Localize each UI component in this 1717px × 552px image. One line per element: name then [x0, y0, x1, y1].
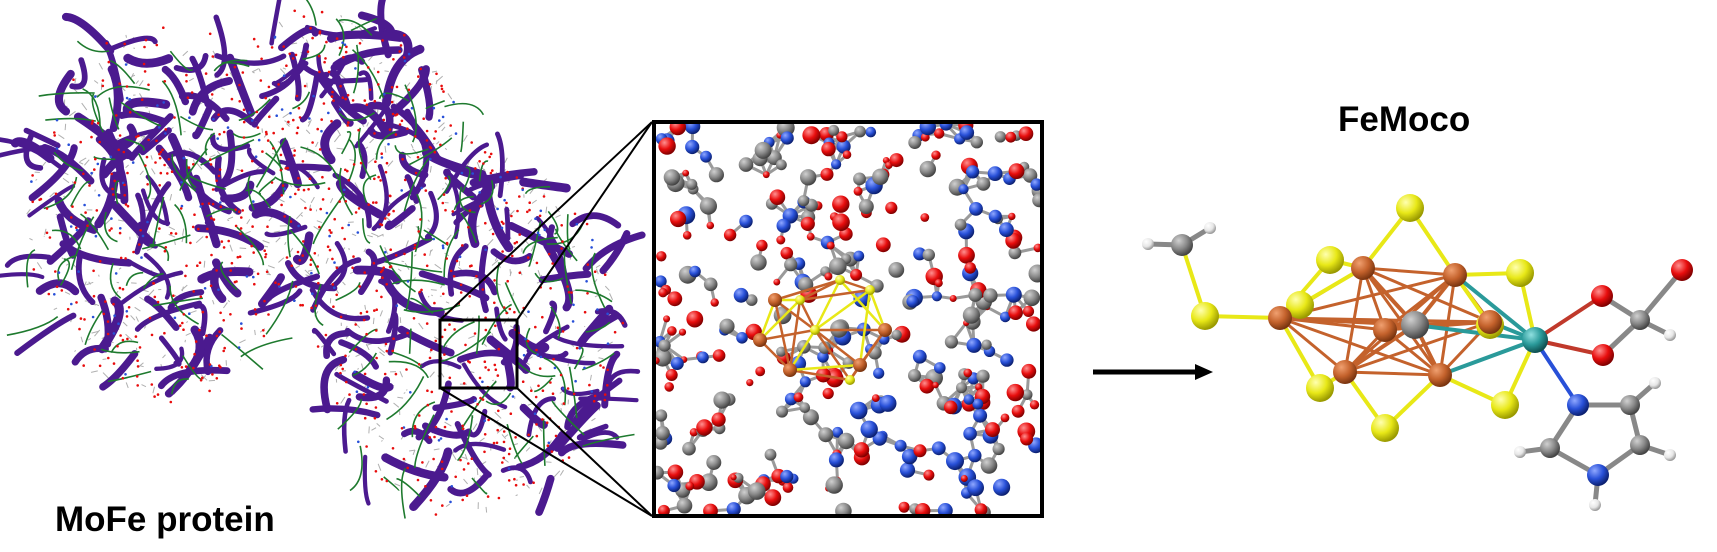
protein-label: MoFe protein	[55, 500, 275, 539]
mofe-protein-structure	[0, 0, 646, 519]
zoom-region-box	[438, 318, 519, 390]
femoco-cluster	[1142, 194, 1693, 511]
zoom-frame	[652, 120, 1044, 518]
femoco-label: FeMoco	[1338, 100, 1471, 139]
zoom-connector-lines	[439, 121, 653, 517]
right-arrow-icon	[1093, 364, 1213, 380]
zoomed-active-site	[656, 124, 1040, 514]
